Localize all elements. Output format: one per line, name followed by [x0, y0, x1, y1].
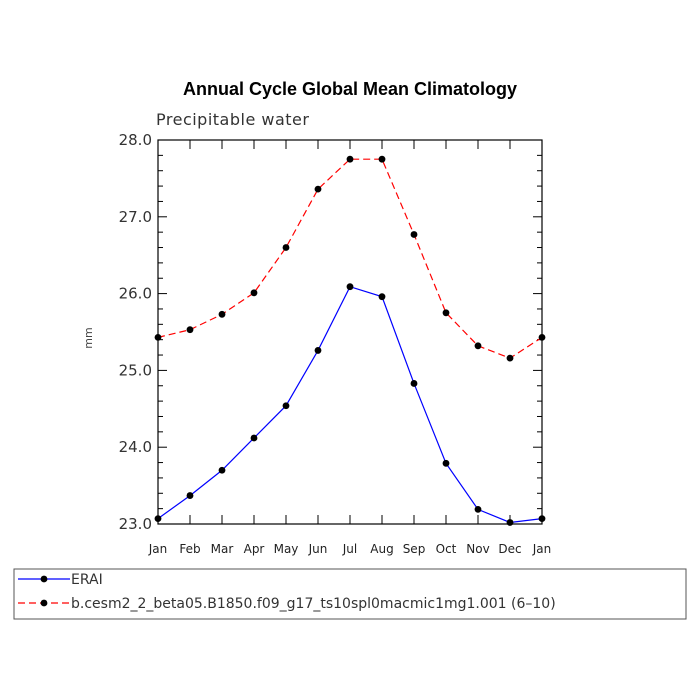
data-point — [474, 342, 482, 350]
x-tick-label: Nov — [466, 542, 489, 556]
chart-subtitle: Precipitable water — [156, 110, 309, 129]
data-point — [538, 515, 546, 523]
data-point — [442, 309, 450, 317]
data-point — [154, 333, 162, 341]
x-tick-label: Sep — [403, 542, 426, 556]
x-axis: Jan Feb Mar Apr May Jun Jul Aug Sep Oct Nov Dec Jan — [148, 140, 552, 556]
x-tick-label: Jul — [342, 542, 357, 556]
x-tick-label: Jan — [148, 542, 168, 556]
data-point — [410, 380, 418, 387]
data-point — [346, 155, 354, 163]
y-tick-label: 27.0 — [119, 208, 152, 226]
data-point — [410, 231, 418, 238]
data-point — [250, 434, 258, 442]
y-tick-label: 28.0 — [119, 131, 152, 149]
x-tick-label: Jan — [532, 542, 552, 556]
data-point — [506, 354, 514, 362]
data-point — [218, 466, 226, 474]
data-point — [442, 459, 450, 467]
plot-frame — [157, 139, 543, 525]
legend-label-1: b.cesm2_2_beta05.B1850.f09_g17_ts10spl0m… — [71, 596, 556, 612]
data-point — [506, 519, 514, 526]
series-layer — [154, 155, 546, 526]
x-tick-label: Dec — [498, 542, 521, 556]
x-tick-label: May — [274, 542, 299, 556]
x-tick-label: Aug — [370, 542, 393, 556]
data-point — [218, 310, 226, 318]
y-tick-label: 25.0 — [119, 361, 152, 379]
y-axis: 23.0 24.0 25.0 26.0 27.0 28.0 — [119, 131, 542, 533]
legend-marker — [40, 599, 48, 607]
data-point — [186, 326, 194, 334]
data-point — [538, 333, 546, 341]
data-point — [346, 283, 354, 291]
data-point — [250, 289, 258, 297]
data-point — [314, 185, 322, 193]
chart-title: Annual Cycle Global Mean Climatology — [183, 79, 517, 99]
x-tick-label: Feb — [179, 542, 200, 556]
x-tick-label: Mar — [211, 542, 234, 556]
data-point — [282, 402, 290, 410]
data-point — [378, 155, 386, 163]
x-tick-label: Jun — [308, 542, 328, 556]
series-line-0 — [157, 285, 543, 524]
y-tick-label: 23.0 — [119, 515, 152, 533]
legend-label-0: ERAI — [71, 572, 103, 588]
data-point — [282, 244, 290, 251]
data-point — [314, 347, 322, 354]
y-axis-label: mm — [82, 327, 95, 348]
legend: ERAI b.cesm2_2_beta05.B1850.f09_g17_ts10s… — [18, 572, 556, 612]
data-point — [186, 492, 194, 499]
data-point — [378, 293, 386, 301]
x-tick-label: Apr — [244, 542, 265, 556]
data-point — [154, 515, 162, 523]
data-point — [474, 506, 482, 513]
y-tick-label: 26.0 — [119, 285, 152, 303]
y-tick-label: 24.0 — [119, 438, 152, 456]
x-tick-label: Oct — [436, 542, 457, 556]
series-line-1 — [157, 158, 543, 359]
legend-box — [13, 568, 687, 620]
legend-marker — [40, 575, 48, 583]
